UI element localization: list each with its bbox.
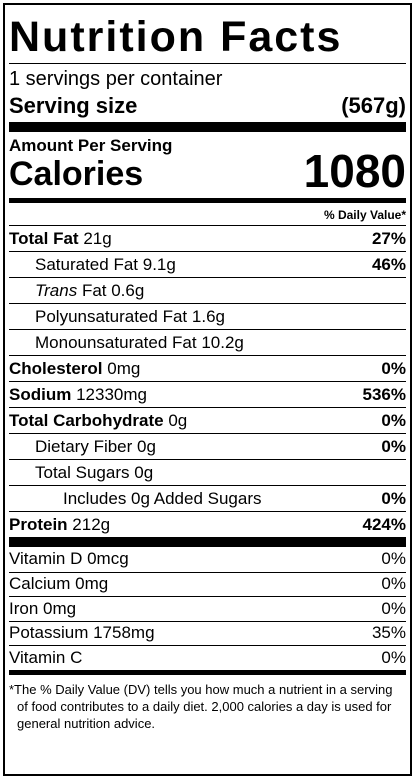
nutrient-amount: 0g (137, 436, 156, 456)
nutrient-row-dietary-fiber: Dietary Fiber 0g 0% (9, 433, 406, 459)
nutrient-dv: 27% (371, 228, 406, 248)
vitamin-dv: 0% (381, 574, 406, 594)
nutrient-name: Total Fat (9, 228, 79, 248)
amount-per-serving: Amount Per Serving (9, 136, 173, 155)
vitamin-name: Vitamin D 0mcg (9, 549, 129, 569)
nutrient-row-total-carbohydrate: Total Carbohydrate 0g 0% (9, 407, 406, 433)
nutrient-dv: 0% (381, 488, 406, 508)
divider-medium (9, 198, 406, 203)
nutrient-amount: 12330mg (76, 384, 147, 404)
divider-medium (9, 669, 406, 675)
nutrient-name: Saturated Fat (35, 254, 139, 274)
nutrient-row-sodium: Sodium 12330mg 536% (9, 381, 406, 407)
serving-size-value: (567g) (341, 93, 406, 118)
nutrient-row-total-fat: Total Fat 21g 27% (9, 225, 406, 251)
nutrient-dv: 0% (381, 410, 406, 430)
divider-thick (9, 122, 406, 132)
vitamin-name: Iron 0mg (9, 598, 77, 618)
nutrient-dv: 46% (371, 254, 406, 274)
nutrient-row-added-sugars: Includes 0g Added Sugars 0% (9, 485, 406, 511)
nutrient-name: Monounsaturated Fat (35, 332, 197, 352)
label-title: Nutrition Facts (9, 13, 343, 61)
nutrient-row-trans-fat: Trans Fat 0.6g (9, 277, 406, 303)
nutrient-name: Includes 0g Added Sugars (63, 488, 262, 508)
nutrient-name: Total Carbohydrate (9, 410, 164, 430)
vitamin-row: Calcium 0mg 0% (9, 571, 406, 597)
nutrient-row-saturated-fat: Saturated Fat 9.1g 46% (9, 251, 406, 277)
nutrient-row-monounsaturated-fat: Monounsaturated Fat 10.2g (9, 329, 406, 355)
vitamin-dv: 0% (381, 647, 406, 667)
nutrient-amount: 0g (134, 462, 154, 482)
nutrient-amount: 1.6g (191, 306, 225, 326)
nutrient-amount: 0mg (107, 358, 141, 378)
vitamin-name: Potassium 1758mg (9, 623, 155, 643)
nutrient-row-protein: Protein 212g 424% (9, 511, 406, 537)
serving-size-row: Serving size (567g) (9, 92, 406, 120)
divider-thick (9, 537, 406, 547)
nutrient-name: Cholesterol (9, 358, 103, 378)
nutrient-amount: 9.1g (142, 254, 176, 274)
nutrient-name: Dietary Fiber (35, 436, 133, 456)
nutrition-facts-label: Nutrition Facts 1 servings per container… (3, 3, 412, 776)
nutrient-dv: 424% (362, 514, 406, 534)
vitamin-dv: 0% (381, 598, 406, 618)
nutrient-row-polyunsaturated-fat: Polyunsaturated Fat 1.6g (9, 303, 406, 329)
nutrient-amount: 0g (168, 410, 188, 430)
divider (9, 63, 406, 64)
calories-label: Calories (9, 155, 144, 193)
vitamin-name: Vitamin C (9, 647, 83, 667)
vitamin-dv: 35% (371, 623, 406, 643)
servings-per-container: 1 servings per container (9, 68, 223, 90)
daily-value-header: % Daily Value* (323, 208, 406, 222)
vitamin-row: Vitamin C 0% (9, 645, 406, 670)
nutrient-name: Sodium (9, 384, 72, 404)
nutrient-row-total-sugars: Total Sugars 0g (9, 459, 406, 485)
nutrient-amount: 21g (83, 228, 112, 248)
footnote: *The % Daily Value (DV) tells you how mu… (9, 681, 393, 731)
vitamin-row: Potassium 1758mg 35% (9, 620, 406, 646)
nutrient-amount: 212g (72, 514, 111, 534)
nutrient-name: Total Sugars (35, 462, 130, 482)
nutrient-name: Protein (9, 514, 68, 534)
nutrient-name: Polyunsaturated Fat (35, 306, 188, 326)
calories-row: Calories 1080 (9, 145, 406, 197)
vitamin-dv: 0% (381, 549, 406, 569)
nutrient-name: Trans (35, 280, 78, 300)
nutrient-dv: 536% (362, 384, 406, 404)
vitamin-row: Iron 0mg 0% (9, 596, 406, 621)
nutrient-dv: 0% (381, 436, 406, 456)
nutrient-amount: 10.2g (201, 332, 244, 352)
vitamin-row: Vitamin D 0mcg 0% (9, 547, 406, 572)
calories-value: 1080 (303, 145, 406, 197)
serving-size-label: Serving size (9, 93, 138, 118)
vitamin-name: Calcium 0mg (9, 574, 109, 594)
nutrient-row-cholesterol: Cholesterol 0mg 0% (9, 355, 406, 381)
nutrient-dv: 0% (381, 358, 406, 378)
nutrient-amount: Fat 0.6g (81, 280, 145, 300)
